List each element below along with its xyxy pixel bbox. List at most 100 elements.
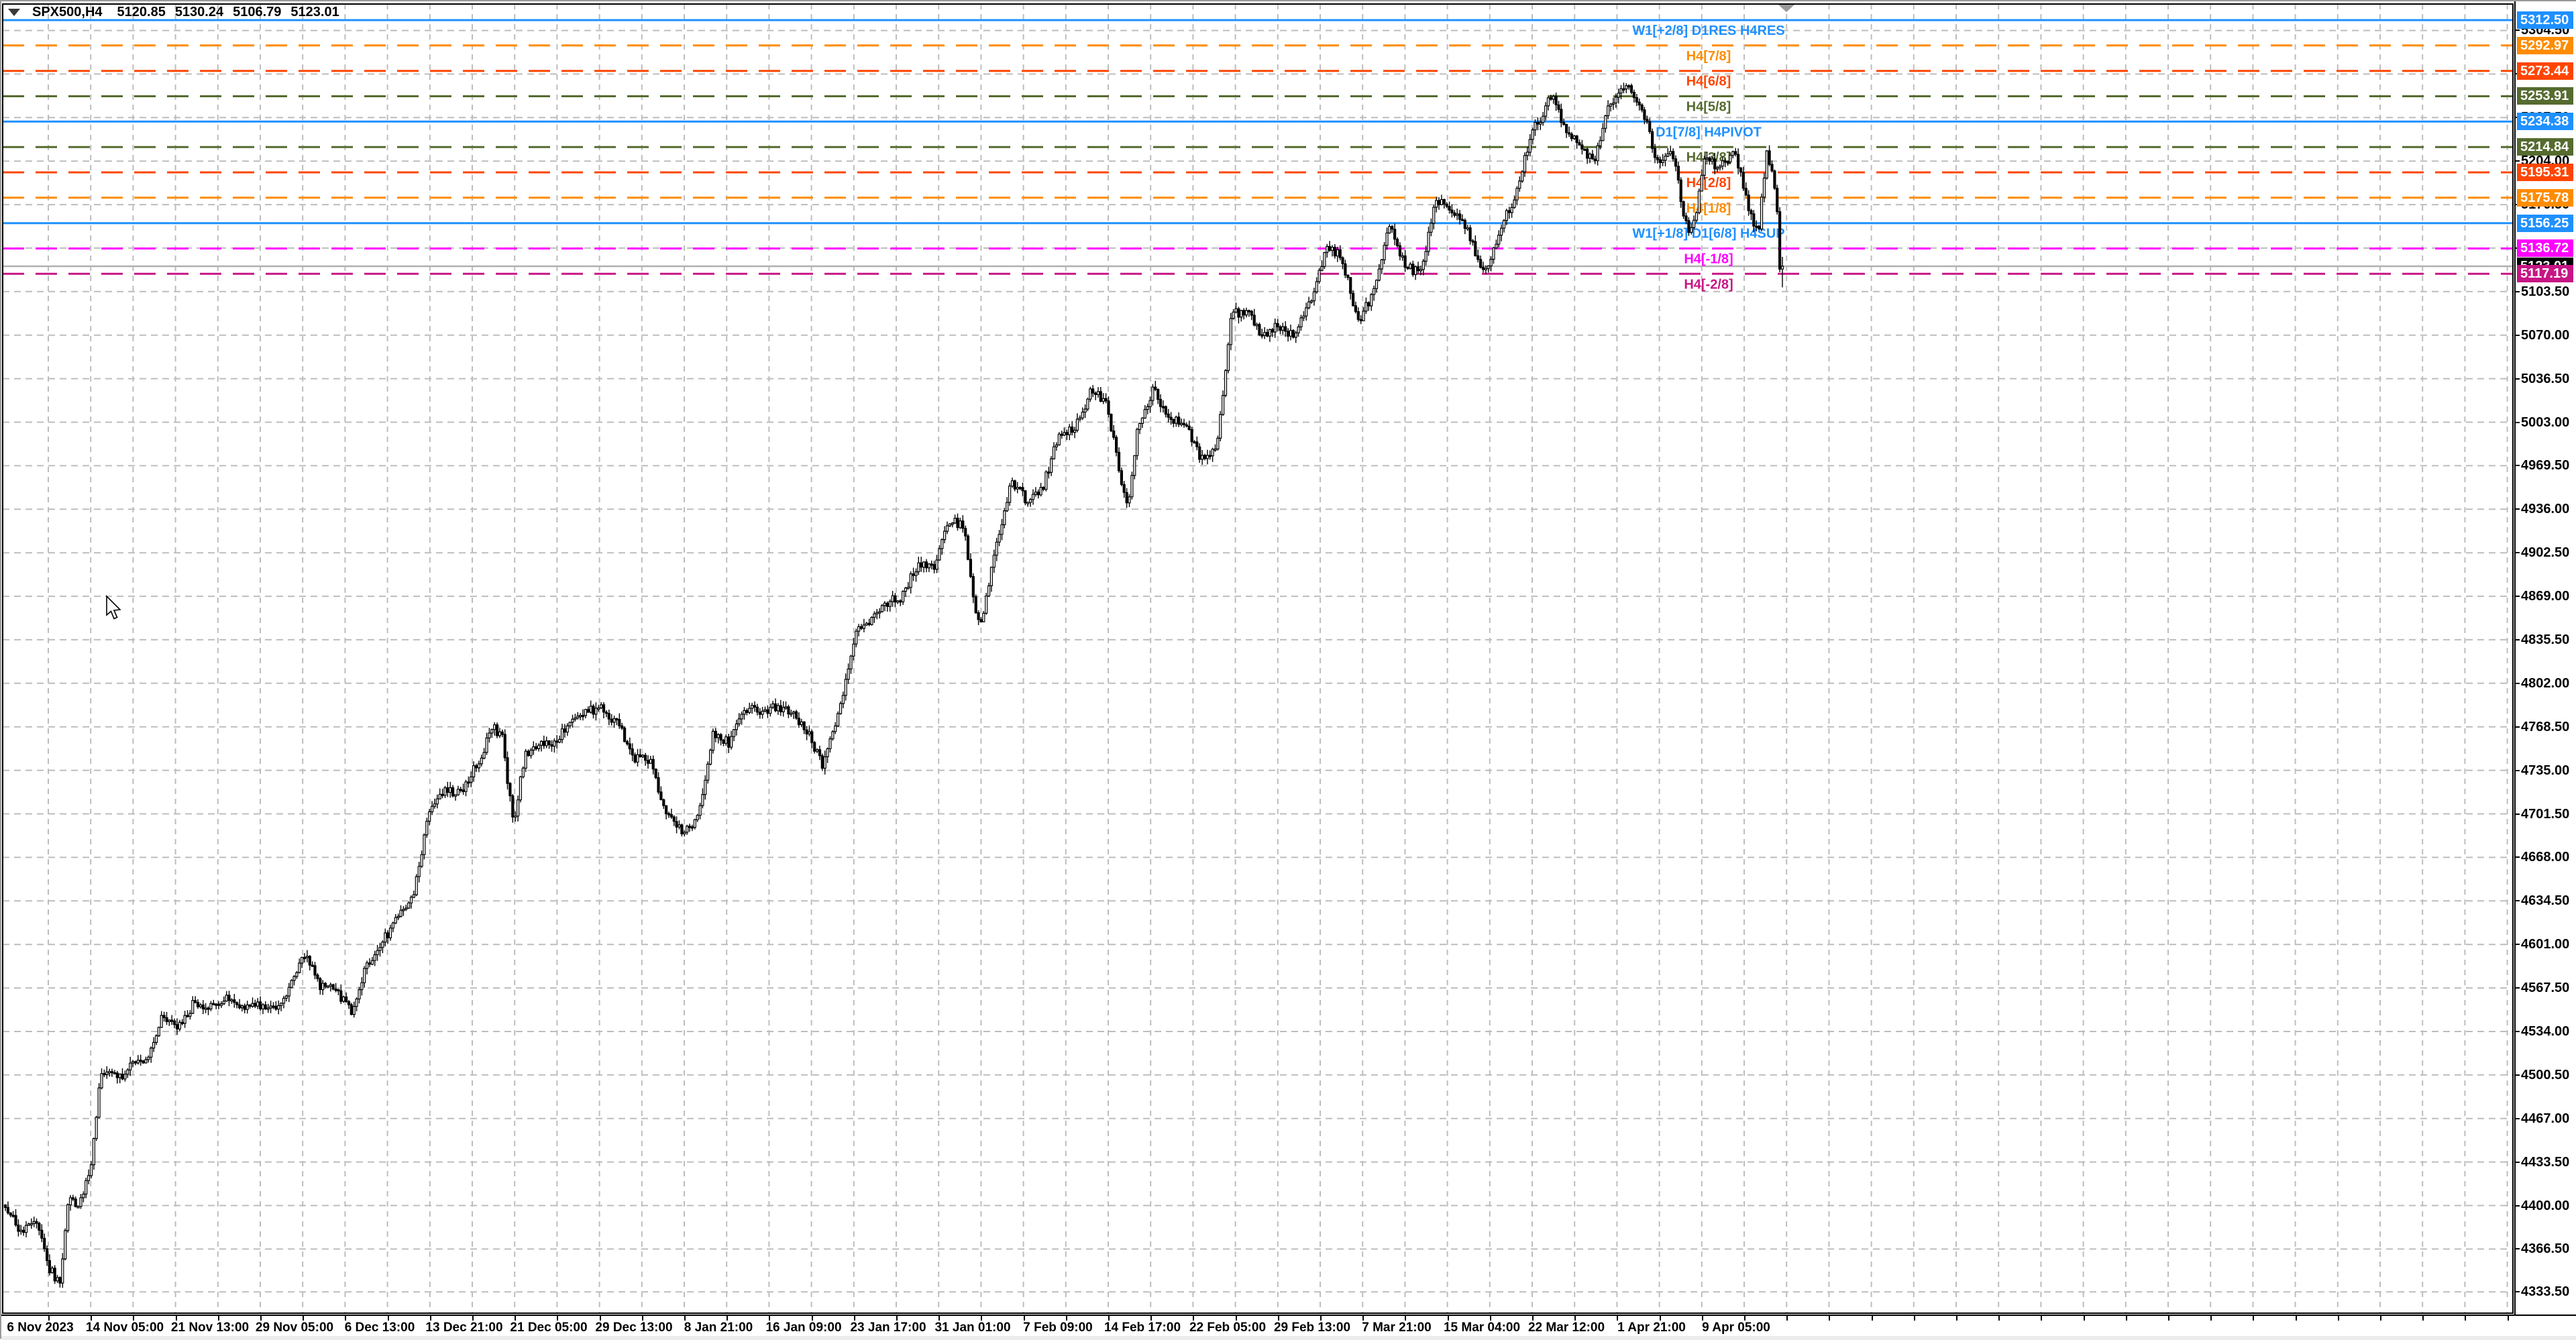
price-tick-label: 4869.00 — [2521, 589, 2570, 604]
price-tick-mark — [2516, 596, 2520, 597]
level-text: H4[7/8] — [1686, 49, 1731, 64]
time-label: 7 Mar 21:00 — [1362, 1321, 1432, 1335]
level-price-label: 5214.84 — [2517, 138, 2573, 156]
price-tick-label: 4835.50 — [2521, 632, 2570, 647]
time-tick-mark — [176, 1316, 177, 1321]
time-tick-mark — [2465, 1316, 2466, 1321]
price-tick-mark — [2516, 508, 2520, 510]
price-tick-mark — [2516, 335, 2520, 336]
price-tick-mark — [2516, 30, 2520, 31]
time-tick-mark — [727, 1316, 728, 1321]
time-tick-mark — [938, 1316, 940, 1321]
price-tick-label: 4634.50 — [2521, 893, 2570, 908]
time-tick-mark — [2253, 1316, 2254, 1321]
time-label: 14 Feb 17:00 — [1104, 1321, 1181, 1335]
price-tick-mark — [2516, 291, 2520, 292]
time-tick-mark — [48, 1316, 50, 1321]
time-label: 21 Dec 05:00 — [510, 1321, 588, 1335]
price-tick-label: 4668.00 — [2521, 850, 2570, 864]
price-tick-label: 4333.50 — [2521, 1284, 2570, 1299]
time-tick-mark — [430, 1316, 431, 1321]
time-tick-mark — [1702, 1316, 1703, 1321]
symbol-dropdown-icon[interactable] — [8, 8, 20, 16]
time-tick-mark — [1490, 1316, 1491, 1321]
bear-candle-bodies — [3, 85, 1782, 1284]
time-label: 21 Nov 13:00 — [170, 1321, 250, 1335]
level-text: D1[7/8] H4PIVOT — [1656, 125, 1762, 139]
level-price-label: 5312.50 — [2517, 11, 2573, 29]
level-price-label: 5175.78 — [2517, 189, 2573, 207]
time-tick-mark — [769, 1316, 770, 1321]
level-text: H4[5/8] — [1686, 100, 1731, 115]
time-tick-mark — [2210, 1316, 2212, 1321]
time-label: 14 Nov 05:00 — [85, 1321, 164, 1335]
chart-plot-area[interactable]: W1[+2/8] D1RES H4RES H4[7/8] H4[6/8] H4[5/8… — [1, 1, 2514, 1315]
time-label: 13 Dec 21:00 — [425, 1321, 503, 1335]
level-price-label: 5292.97 — [2517, 37, 2573, 54]
candlestick-chart: W1[+2/8] D1RES H4RES H4[7/8] H4[6/8] H4[5/8… — [2, 3, 2514, 1314]
time-tick-mark — [1532, 1316, 1534, 1321]
price-tick-label: 4768.50 — [2521, 720, 2570, 734]
level-text: H4[-2/8] — [1684, 277, 1733, 292]
time-label: 22 Feb 05:00 — [1189, 1321, 1267, 1335]
level-price-label: 5195.31 — [2517, 164, 2573, 181]
price-tick-mark — [2516, 1162, 2520, 1163]
time-tick-mark — [1405, 1316, 1406, 1321]
time-tick-mark — [515, 1316, 516, 1321]
price-tick-mark — [2516, 639, 2520, 640]
bull-candle-bodies — [19, 85, 1784, 1284]
price-tick-label: 4735.00 — [2521, 763, 2570, 778]
chart-shift-marker[interactable] — [1778, 5, 1794, 12]
time-tick-mark — [91, 1316, 92, 1321]
time-tick-mark — [1193, 1316, 1194, 1321]
time-tick-mark — [260, 1316, 262, 1321]
time-tick-mark — [1660, 1316, 1661, 1321]
time-tick-mark — [1320, 1316, 1322, 1321]
time-tick-mark — [1574, 1316, 1576, 1321]
time-label: 6 Dec 13:00 — [344, 1321, 415, 1335]
ohlc-high: 5130.24 — [174, 4, 224, 19]
time-tick-mark — [684, 1316, 686, 1321]
price-tick-label: 5103.50 — [2521, 284, 2570, 299]
level-text: H4[2/8] — [1686, 176, 1731, 190]
level-price-label: 5156.25 — [2517, 215, 2573, 232]
time-label: 31 Jan 01:00 — [934, 1321, 1011, 1335]
time-tick-mark — [896, 1316, 898, 1321]
time-tick-mark — [981, 1316, 982, 1321]
ohlc-open: 5120.85 — [117, 4, 166, 19]
price-tick-label: 4802.00 — [2521, 676, 2570, 691]
price-tick-label: 4601.00 — [2521, 937, 2570, 952]
price-tick-label: 4433.50 — [2521, 1155, 2570, 1170]
price-tick-label: 4567.50 — [2521, 981, 2570, 995]
time-tick-mark — [388, 1316, 389, 1321]
price-tick-mark — [2516, 683, 2520, 684]
time-label: 15 Mar 04:00 — [1443, 1321, 1521, 1335]
time-label: 23 Jan 17:00 — [850, 1321, 926, 1335]
price-tick-mark — [2516, 378, 2520, 380]
level-price-label: 5273.44 — [2517, 62, 2573, 80]
time-tick-mark — [2296, 1316, 2297, 1321]
price-tick-mark — [2516, 422, 2520, 423]
price-tick-label: 4969.50 — [2521, 458, 2570, 473]
time-label: 29 Feb 13:00 — [1273, 1321, 1351, 1335]
price-tick-label: 4902.50 — [2521, 545, 2570, 560]
price-tick-label: 4467.00 — [2521, 1111, 2570, 1126]
price-tick-mark — [2516, 1118, 2520, 1119]
time-tick-mark — [345, 1316, 346, 1321]
time-label: 22 Mar 12:00 — [1527, 1321, 1605, 1335]
level-price-label: 5136.72 — [2517, 239, 2573, 257]
level-price-label: 5117.19 — [2517, 265, 2573, 282]
price-tick-mark — [2516, 1248, 2520, 1249]
time-tick-mark — [1448, 1316, 1449, 1321]
plot-border — [2, 3, 2514, 1314]
time-tick-mark — [218, 1316, 219, 1321]
time-label: 29 Dec 13:00 — [595, 1321, 673, 1335]
price-tick-mark — [2516, 856, 2520, 858]
price-axis[interactable]: 5304.505271.005237.505204.005170.505137.… — [2514, 1, 2576, 1315]
time-axis[interactable]: 6 Nov 2023 14 Nov 05:00 21 Nov 13:00 29 Nov… — [1, 1315, 2576, 1336]
price-tick-mark — [2516, 770, 2520, 771]
time-label: 7 Feb 09:00 — [1023, 1321, 1093, 1335]
ohlc-close: 5123.01 — [290, 4, 339, 19]
time-label: 29 Nov 05:00 — [255, 1321, 334, 1335]
